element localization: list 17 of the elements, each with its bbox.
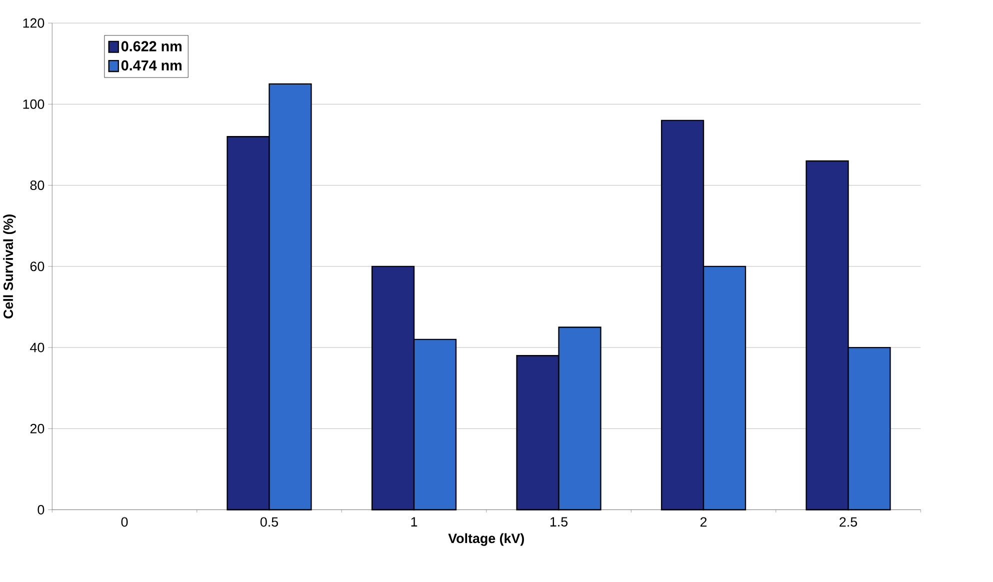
- x-tick-label: 1.5: [550, 517, 568, 527]
- y-tick-label: 0: [38, 505, 44, 515]
- y-axis-title: Cell Survival (%): [3, 214, 16, 318]
- x-tick-label: 0: [121, 517, 128, 527]
- x-tick-label: 0.5: [260, 517, 278, 527]
- x-tick-label: 1: [411, 517, 418, 527]
- x-tick-label: 2: [700, 517, 707, 527]
- legend-label: 0.474 nm: [121, 60, 182, 71]
- y-tick-label: 120: [23, 18, 44, 28]
- y-tick-label: 40: [30, 342, 44, 352]
- y-tick-label: 20: [30, 424, 44, 434]
- y-tick-label: 60: [30, 262, 44, 272]
- x-tick-label: 2.5: [840, 517, 858, 527]
- y-tick-label: 80: [30, 180, 44, 190]
- legend-label: 0.622 nm: [121, 41, 182, 52]
- y-tick-label: 100: [23, 99, 44, 109]
- x-axis-title: Voltage (kV): [448, 533, 524, 546]
